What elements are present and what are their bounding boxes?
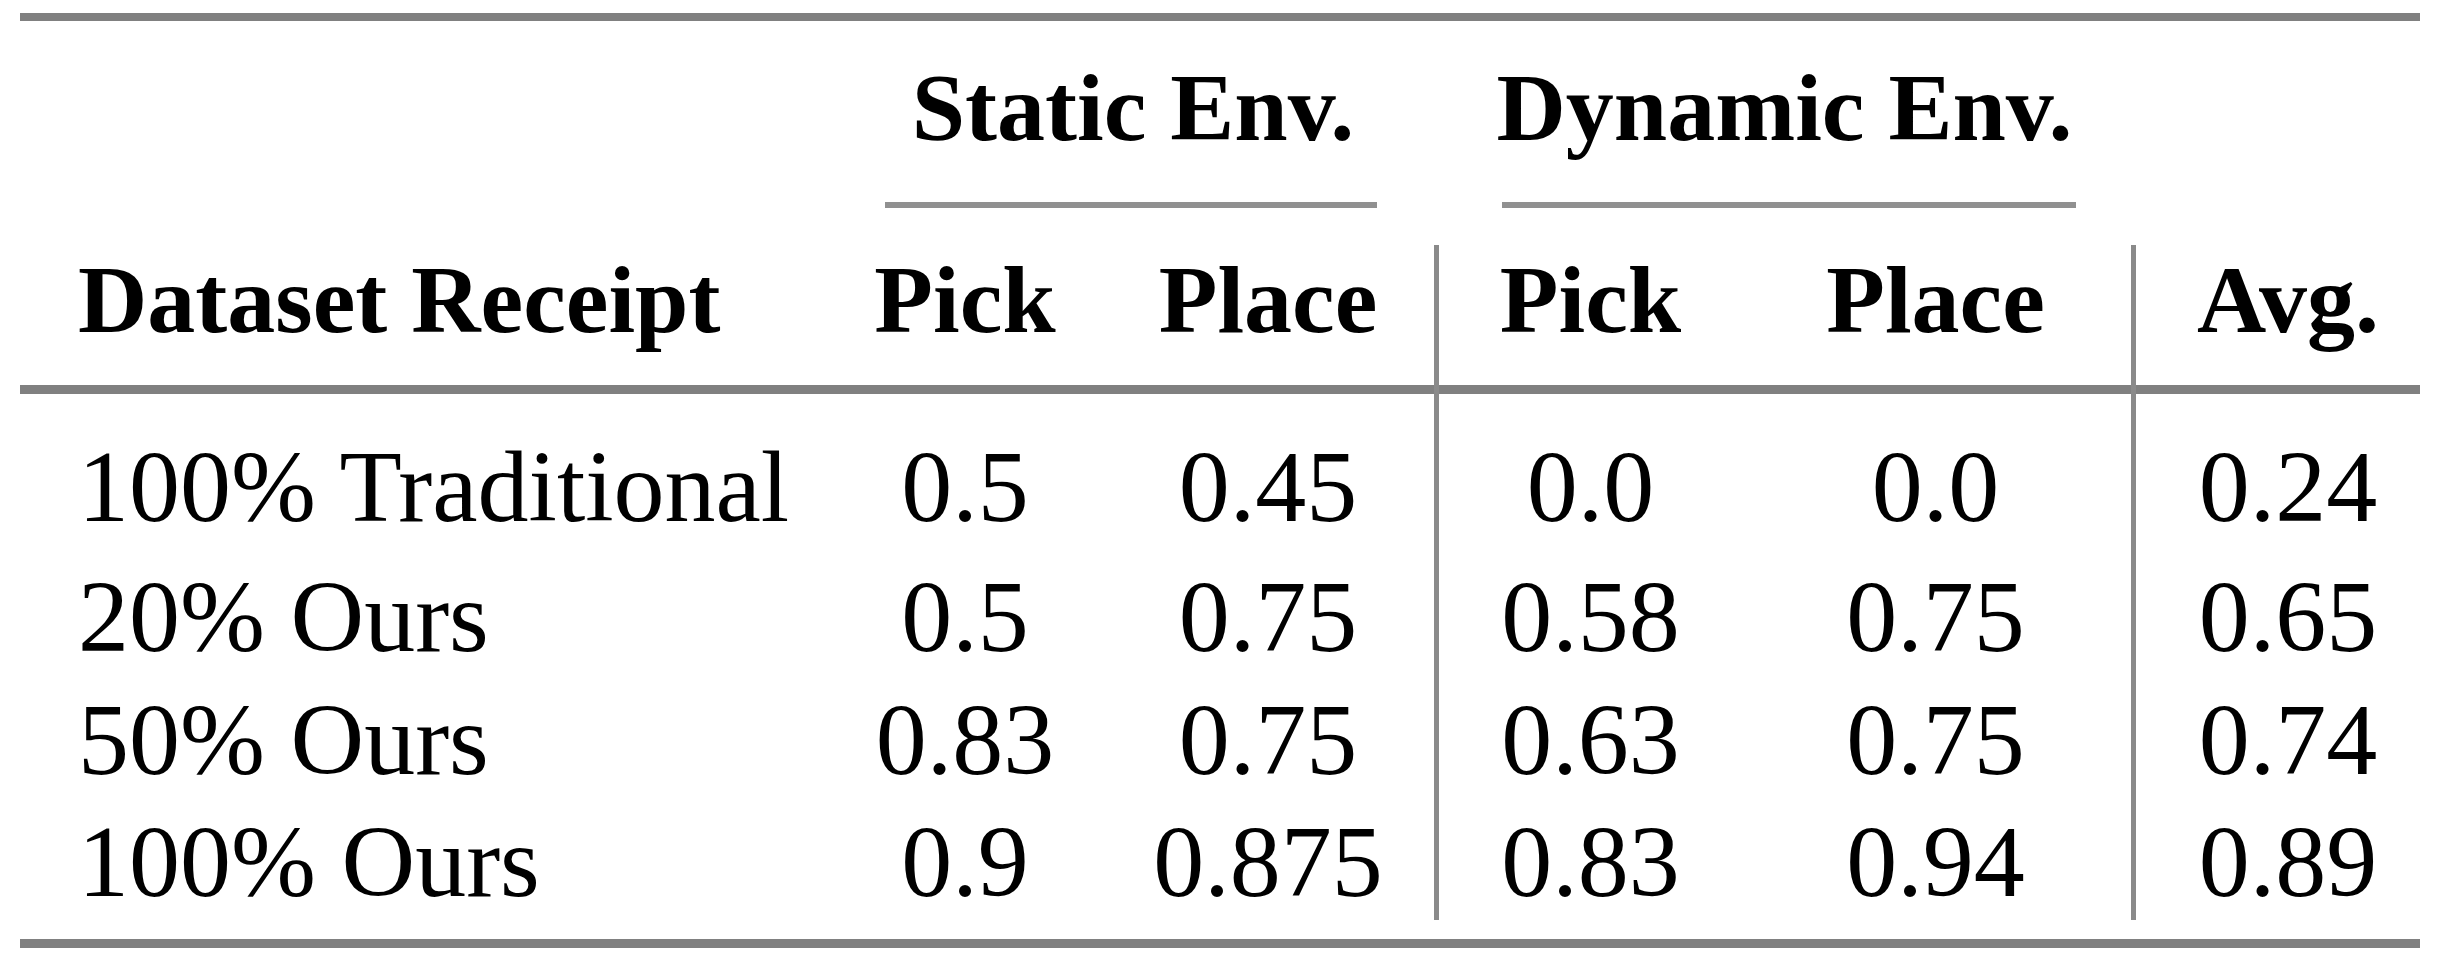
row-3-static-place: 0.75 [1100, 675, 1436, 805]
cmidrule-static-env [885, 202, 1377, 208]
column-group-dynamic-env: Dynamic Env. [1436, 35, 2133, 180]
row-1-static-pick: 0.5 [830, 422, 1100, 552]
row-4-dataset-label: 100% Ours [78, 797, 830, 927]
row-1-dataset-label: 100% Traditional [78, 422, 830, 552]
header-dataset-receipt: Dataset Receipt [78, 230, 830, 370]
cmidrule-dynamic-env [1502, 202, 2076, 208]
row-4-static-place: 0.875 [1100, 797, 1436, 927]
row-1-static-place: 0.45 [1100, 422, 1436, 552]
table-top-rule [20, 13, 2420, 21]
table-bottom-rule [20, 939, 2420, 948]
header-static-place: Place [1100, 230, 1436, 370]
results-table: Static Env. Dynamic Env. Dataset Receipt… [0, 0, 2440, 966]
row-3-dynamic-place: 0.75 [1740, 675, 2131, 805]
row-1-avg: 0.24 [2136, 422, 2440, 552]
row-2-dynamic-pick: 0.58 [1441, 552, 1740, 682]
table-header-rule [20, 385, 2420, 394]
header-avg: Avg. [2136, 230, 2440, 370]
row-4-dynamic-place: 0.94 [1740, 797, 2131, 927]
row-4-dynamic-pick: 0.83 [1441, 797, 1740, 927]
row-2-avg: 0.65 [2136, 552, 2440, 682]
row-3-static-pick: 0.83 [830, 675, 1100, 805]
row-4-static-pick: 0.9 [830, 797, 1100, 927]
row-3-dataset-label: 50% Ours [78, 675, 830, 805]
row-1-dynamic-place: 0.0 [1740, 422, 2131, 552]
row-1-dynamic-pick: 0.0 [1441, 422, 1740, 552]
header-dynamic-place: Place [1740, 230, 2131, 370]
row-2-dynamic-place: 0.75 [1740, 552, 2131, 682]
header-static-pick: Pick [830, 230, 1100, 370]
row-2-dataset-label: 20% Ours [78, 552, 830, 682]
row-2-static-place: 0.75 [1100, 552, 1436, 682]
row-4-avg: 0.89 [2136, 797, 2440, 927]
row-2-static-pick: 0.5 [830, 552, 1100, 682]
column-group-static-env: Static Env. [830, 35, 1436, 180]
row-3-avg: 0.74 [2136, 675, 2440, 805]
header-dynamic-pick: Pick [1441, 230, 1740, 370]
row-3-dynamic-pick: 0.63 [1441, 675, 1740, 805]
